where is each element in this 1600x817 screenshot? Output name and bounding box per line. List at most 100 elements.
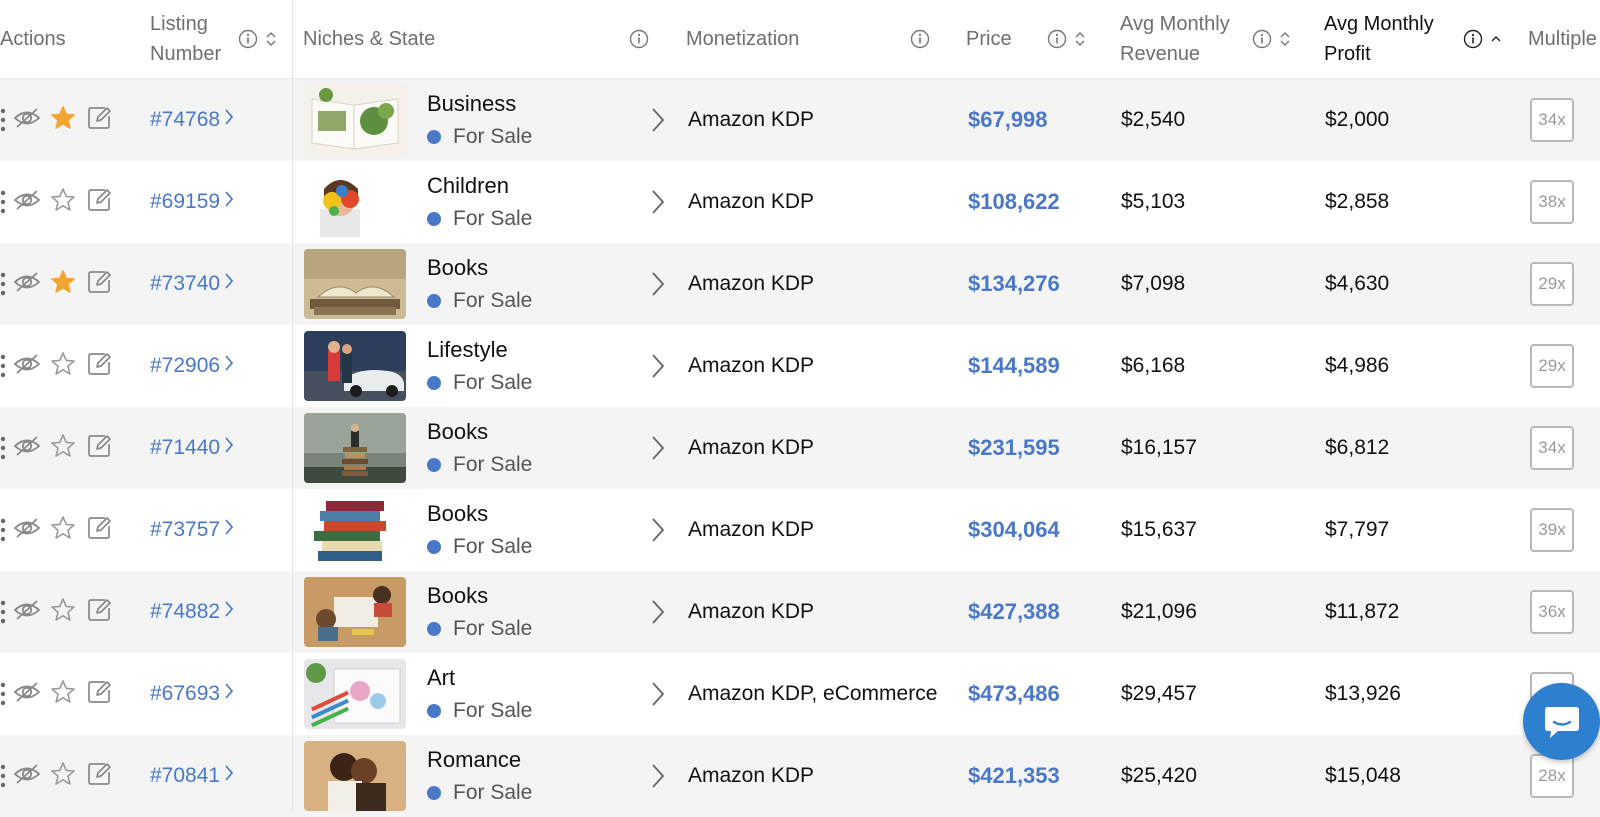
info-icon[interactable] [1252, 29, 1272, 49]
info-icon[interactable] [910, 29, 930, 49]
monetization-value: Amazon KDP, eCommerce [688, 682, 938, 705]
child-with-painted-hands-image [304, 167, 406, 237]
table-row[interactable]: #67693 Art For Sale Amazon KDP, eCommerce $4… [0, 653, 1600, 735]
niche-label: Children [427, 173, 509, 198]
multiple-badge: 28x [1530, 754, 1574, 798]
listing-number-link[interactable]: #71440 [150, 407, 234, 489]
chevron-right-icon[interactable] [650, 352, 666, 380]
table-row[interactable]: #69159 Children For Sale Amazon KDP $108,622… [0, 161, 1600, 243]
sort-ascending-icon[interactable] [1489, 29, 1503, 49]
sort-icon[interactable] [1073, 29, 1087, 49]
info-icon[interactable] [1463, 29, 1483, 49]
drag-handle-icon[interactable] [0, 598, 8, 626]
profit-value: $2,000 [1325, 108, 1390, 131]
info-icon[interactable] [238, 29, 258, 49]
listing-thumbnail [304, 741, 406, 811]
star-icon[interactable] [49, 514, 77, 542]
chevron-right-icon[interactable] [650, 106, 666, 134]
romantic-couple-image [304, 741, 406, 811]
listing-thumbnail [304, 249, 406, 319]
table-row[interactable]: #70841 Romance For Sale Amazon KDP $421,353 $… [0, 735, 1600, 817]
header-niches-state[interactable]: Niches & State [303, 28, 436, 50]
edit-icon[interactable] [85, 350, 113, 378]
header-price[interactable]: Price [966, 28, 1012, 50]
table-row[interactable]: #73757 Books For Sale Amazon KDP $304,064 $15… [0, 489, 1600, 571]
star-icon[interactable] [49, 350, 77, 378]
drag-handle-icon[interactable] [0, 352, 8, 380]
star-icon[interactable] [49, 186, 77, 214]
chevron-right-icon[interactable] [650, 680, 666, 708]
star-filled-icon[interactable] [49, 268, 77, 296]
hide-icon[interactable] [13, 268, 41, 296]
price-value: $421,353 [968, 763, 1060, 788]
header-avg-monthly-profit[interactable]: Avg Monthly Profit [1324, 13, 1434, 65]
revenue-value: $6,168 [1121, 354, 1186, 377]
chevron-right-icon[interactable] [650, 598, 666, 626]
hide-icon[interactable] [13, 760, 41, 788]
star-icon[interactable] [49, 596, 77, 624]
profit-value: $11,872 [1325, 600, 1400, 623]
coloring-pencils-image [304, 659, 406, 729]
header-avg-monthly-revenue[interactable]: Avg Monthly Revenue [1120, 13, 1230, 65]
edit-icon[interactable] [85, 186, 113, 214]
chevron-right-icon[interactable] [650, 434, 666, 462]
drag-handle-icon[interactable] [0, 516, 8, 544]
sort-icon[interactable] [1278, 29, 1292, 49]
hide-icon[interactable] [13, 514, 41, 542]
chevron-right-icon[interactable] [650, 188, 666, 216]
star-filled-icon[interactable] [49, 104, 77, 132]
table-row[interactable]: #71440 Books For Sale Amazon KDP $231,595 $16… [0, 407, 1600, 489]
header-multiple[interactable]: Multiple [1528, 28, 1597, 50]
edit-icon[interactable] [85, 678, 113, 706]
hide-icon[interactable] [13, 596, 41, 624]
drag-handle-icon[interactable] [0, 270, 8, 298]
table-row[interactable]: #73740 Books For Sale Amazon KDP $134,276 $7,… [0, 243, 1600, 325]
edit-icon[interactable] [85, 596, 113, 624]
info-icon[interactable] [629, 29, 649, 49]
drag-handle-icon[interactable] [0, 106, 8, 134]
niche-label: Art [427, 665, 456, 690]
hide-icon[interactable] [13, 350, 41, 378]
header-listing-number[interactable]: Listing Number [150, 13, 222, 65]
person-on-book-stack-image [304, 413, 406, 483]
drag-handle-icon[interactable] [0, 762, 8, 790]
star-icon[interactable] [49, 678, 77, 706]
listing-thumbnail [304, 85, 406, 155]
drag-handle-icon[interactable] [0, 434, 8, 462]
chat-widget-button[interactable] [1523, 683, 1600, 760]
edit-icon[interactable] [85, 760, 113, 788]
listing-number-link[interactable]: #69159 [150, 161, 234, 243]
star-icon[interactable] [49, 760, 77, 788]
chevron-right-icon[interactable] [650, 270, 666, 298]
chevron-right-icon[interactable] [650, 762, 666, 790]
listing-thumbnail [304, 167, 406, 237]
listing-number-link[interactable]: #67693 [150, 653, 234, 735]
edit-icon[interactable] [85, 514, 113, 542]
info-icon[interactable] [1047, 29, 1067, 49]
edit-icon[interactable] [85, 268, 113, 296]
sort-icon[interactable] [264, 29, 278, 49]
hide-icon[interactable] [13, 678, 41, 706]
multiple-badge: 29x [1530, 344, 1574, 388]
listing-number-link[interactable]: #74768 [150, 79, 234, 161]
edit-icon[interactable] [85, 432, 113, 460]
star-icon[interactable] [49, 432, 77, 460]
hide-icon[interactable] [13, 104, 41, 132]
listing-number-link[interactable]: #74882 [150, 571, 234, 653]
hide-icon[interactable] [13, 432, 41, 460]
listing-number-link[interactable]: #73757 [150, 489, 234, 571]
drag-handle-icon[interactable] [0, 188, 8, 216]
edit-icon[interactable] [85, 104, 113, 132]
hide-icon[interactable] [13, 186, 41, 214]
couple-with-car-image [304, 331, 406, 401]
listing-number-link[interactable]: #73740 [150, 243, 234, 325]
chevron-right-icon[interactable] [650, 516, 666, 544]
children-reading-on-floor-image [304, 577, 406, 647]
table-row[interactable]: #72906 Lifestyle For Sale Amazon KDP $144,58… [0, 325, 1600, 407]
drag-handle-icon[interactable] [0, 680, 8, 708]
table-row[interactable]: #74768 Business For Sale Amazon KDP $67,998 $… [0, 79, 1600, 161]
listing-number-link[interactable]: #72906 [150, 325, 234, 407]
table-row[interactable]: #74882 Books For Sale Amazon KDP $427,388 $21… [0, 571, 1600, 653]
header-monetization[interactable]: Monetization [686, 28, 800, 50]
listing-number-link[interactable]: #70841 [150, 735, 234, 817]
